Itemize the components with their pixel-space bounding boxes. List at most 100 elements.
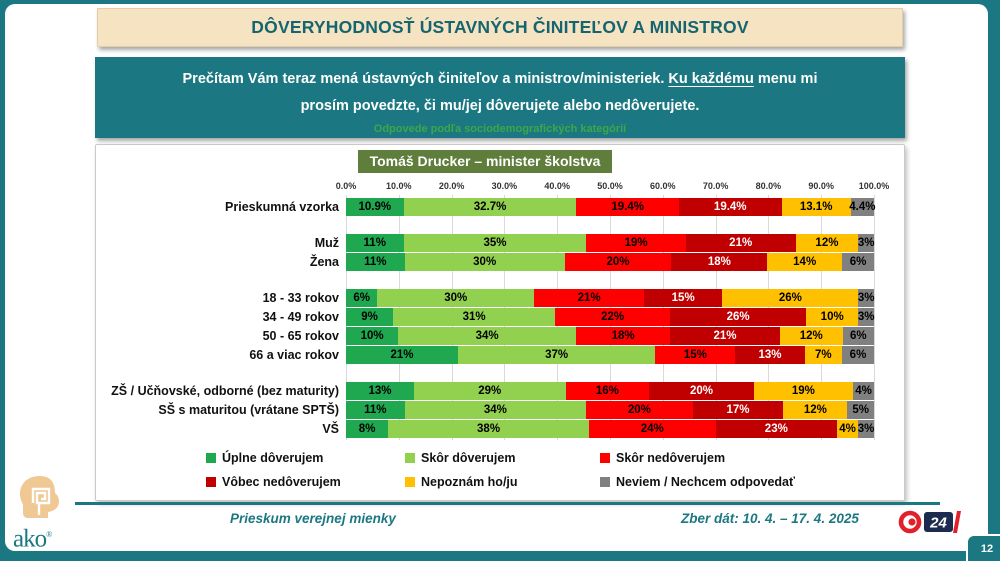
bar-segment: 9% bbox=[346, 307, 394, 326]
page-number-badge: 12 bbox=[966, 534, 1000, 561]
bar-segment: 22% bbox=[555, 307, 671, 326]
legend-swatch bbox=[405, 477, 415, 487]
question-text: Prečítam Vám teraz mená ústavných činite… bbox=[163, 66, 837, 120]
axis-tick-label: 80.0% bbox=[755, 181, 782, 191]
legend-label: Skôr dôverujem bbox=[421, 451, 516, 465]
stacked-bar: 9% 31% 22% 26% 10% 3% bbox=[346, 307, 874, 326]
axis-tick-label: 30.0% bbox=[491, 181, 518, 191]
legend-label: Vôbec nedôverujem bbox=[222, 475, 341, 489]
axis-tick-label: 50.0% bbox=[597, 181, 623, 191]
bar-segment: 35% bbox=[403, 233, 587, 252]
bar-row: Žena 11% 30% 20% 18% 14% 6% bbox=[96, 252, 875, 271]
stacked-bar: 10% 34% 18% 21% 12% 6% bbox=[346, 326, 874, 345]
bar-segment: 21% bbox=[346, 345, 458, 364]
ako-word-text: ako bbox=[13, 525, 47, 553]
joj24-icon: 24 bbox=[898, 510, 961, 534]
bar-segment: 3% bbox=[858, 307, 874, 326]
row-label: VŠ bbox=[322, 421, 339, 436]
bar-segment: 30% bbox=[404, 252, 565, 271]
stacked-bar: 11% 35% 19% 21% 12% 3% bbox=[346, 233, 874, 252]
bar-group: 18 - 33 rokov 6% 30% 21% 15% 26% 3% 34 - 49 rok… bbox=[96, 288, 874, 364]
bar-segment: 13% bbox=[735, 345, 805, 364]
axis-tick-label: 90.0% bbox=[808, 181, 834, 191]
bar-segment: 3% bbox=[858, 419, 874, 438]
bar-segment: 6% bbox=[841, 345, 874, 364]
row-label: 66 a viac rokov bbox=[249, 347, 339, 362]
gridline bbox=[874, 195, 875, 440]
bar-segment: 38% bbox=[388, 419, 589, 438]
bar-segment: 21% bbox=[534, 288, 644, 307]
row-label: 18 - 33 rokov bbox=[262, 290, 339, 305]
bar-segment: 3% bbox=[858, 233, 874, 252]
question-part1: Prečítam Vám teraz mená ústavných činite… bbox=[182, 71, 669, 87]
page-number: 12 bbox=[980, 542, 994, 555]
bar-segment: 4% bbox=[837, 419, 859, 438]
stacked-bar: 8% 38% 24% 23% 4% 3% bbox=[346, 419, 874, 438]
bar-segment: 20% bbox=[564, 252, 672, 271]
question-box: Prečítam Vám teraz mená ústavných činite… bbox=[95, 57, 905, 138]
footer-divider bbox=[75, 502, 940, 505]
bar-row: 34 - 49 rokov 9% 31% 22% 26% 10% 3% bbox=[96, 307, 874, 326]
bar-segment: 17% bbox=[692, 400, 784, 419]
legend-item: Úplne dôverujem bbox=[206, 451, 405, 465]
bar-segment: 34% bbox=[404, 400, 586, 419]
question-underlined: Ku každému bbox=[668, 71, 754, 87]
row-label: Žena bbox=[309, 254, 339, 269]
bar-segment: 12% bbox=[795, 233, 859, 252]
bar-row: 18 - 33 rokov 6% 30% 21% 15% 26% 3% bbox=[96, 288, 874, 307]
bar-segment: 3% bbox=[858, 288, 874, 307]
legend-swatch bbox=[600, 477, 610, 487]
bar-row: 50 - 65 rokov 10% 34% 18% 21% 12% 6% bbox=[96, 326, 874, 345]
bar-segment: 26% bbox=[670, 307, 807, 326]
row-label: SŠ s maturitou (vrátane SPTŠ) bbox=[158, 402, 339, 417]
row-label: Prieskumná vzorka bbox=[225, 199, 339, 214]
stacked-bar: 11% 34% 20% 17% 12% 5% bbox=[346, 400, 875, 419]
x-axis: 0.0% 10.0% 20.0% 30.0% 40.0% 50.0% 60.0% 70.0% 8… bbox=[336, 181, 890, 193]
bar-group: ZŠ / Učňovské, odborné (bez maturity) 13%… bbox=[96, 381, 874, 438]
legend-item: Skôr dôverujem bbox=[405, 451, 600, 465]
row-label: ZŠ / Učňovské, odborné (bez maturity) bbox=[111, 383, 339, 398]
legend-label: Nepoznám ho/ju bbox=[421, 475, 518, 489]
bar-segment: 29% bbox=[413, 381, 566, 400]
chart-legend: Úplne dôverujem Skôr dôverujem Skôr nedôve… bbox=[206, 451, 874, 489]
legend-item: Neviem / Nechcem odpovedať bbox=[600, 475, 874, 489]
slide-card: DÔVERYHODNOSŤ ÚSTAVNÝCH ČINITEĽOV A MINI… bbox=[5, 4, 988, 561]
legend-swatch bbox=[405, 453, 415, 463]
axis-tick-label: 60.0% bbox=[650, 181, 676, 191]
bar-segment: 8% bbox=[346, 419, 389, 438]
bar-row: 66 a viac rokov 21% 37% 15% 13% 7% 6% bbox=[96, 345, 874, 364]
bar-segment: 4.4% bbox=[849, 197, 875, 216]
bar-segment: 32.7% bbox=[403, 197, 577, 216]
legend-label: Úplne dôverujem bbox=[222, 451, 324, 465]
legend-label: Neviem / Nechcem odpovedať bbox=[616, 475, 795, 489]
bar-segment: 30% bbox=[377, 288, 535, 307]
bar-segment: 11% bbox=[346, 400, 405, 419]
bar-segment: 31% bbox=[393, 307, 556, 326]
bar-row: VŠ 8% 38% 24% 23% 4% 3% bbox=[96, 419, 874, 438]
legend-swatch bbox=[206, 477, 216, 487]
bar-row: Prieskumná vzorka 10.9% 32.7% 19.4% 19.4% 13.… bbox=[96, 197, 875, 216]
bar-segment: 34% bbox=[398, 326, 577, 345]
bar-segment: 18% bbox=[576, 326, 671, 345]
bar-segment: 18% bbox=[671, 252, 768, 271]
ako-caption: VEDIEŤ O SEBE bbox=[13, 553, 57, 561]
page-title: DÔVERYHODNOSŤ ÚSTAVNÝCH ČINITEĽOV A MINI… bbox=[251, 17, 749, 37]
plot-area: Prieskumná vzorka 10.9% 32.7% 19.4% 19.4% 13.… bbox=[96, 195, 875, 440]
footer-right-text: Zber dát: 10. 4. – 17. 4. 2025 bbox=[681, 511, 859, 526]
bar-segment: 14% bbox=[767, 252, 843, 271]
bar-segment: 13% bbox=[346, 381, 414, 400]
chart-title: Tomáš Drucker – minister školstva bbox=[357, 150, 613, 173]
bar-rows: Prieskumná vzorka 10.9% 32.7% 19.4% 19.4% 13.… bbox=[96, 197, 875, 438]
axis-tick-label: 100.0% bbox=[858, 181, 890, 191]
axis-tick-label: 20.0% bbox=[438, 181, 465, 191]
bar-segment: 26% bbox=[722, 288, 859, 307]
bar-segment: 6% bbox=[346, 288, 378, 307]
bar-segment: 15% bbox=[655, 345, 736, 364]
bar-segment: 7% bbox=[804, 345, 842, 364]
bar-segment: 19% bbox=[586, 233, 686, 252]
bar-segment: 6% bbox=[842, 326, 874, 345]
bar-segment: 10% bbox=[806, 307, 859, 326]
bar-segment: 6% bbox=[842, 252, 875, 271]
bar-segment: 23% bbox=[715, 419, 838, 438]
row-label: 34 - 49 rokov bbox=[262, 309, 339, 324]
